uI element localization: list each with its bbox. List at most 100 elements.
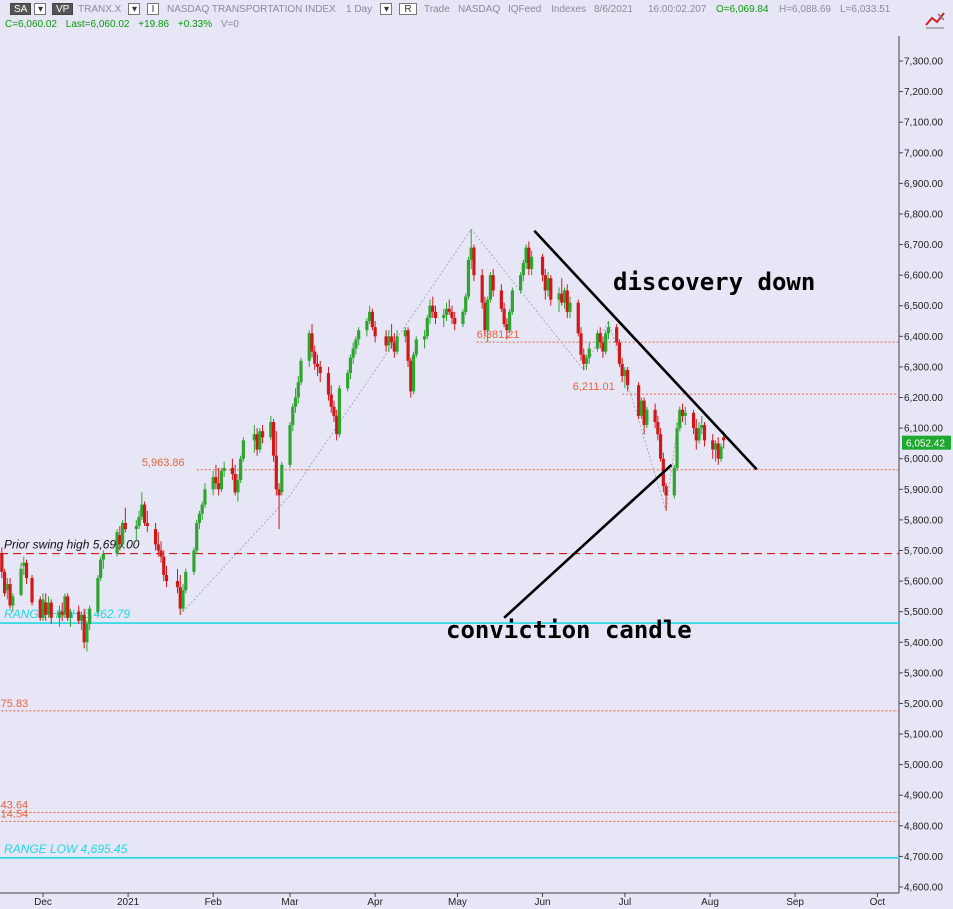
interval-label[interactable]: 1 Day [346,4,373,15]
candle-body [719,446,723,459]
candle-body [546,278,550,291]
index-name: NASDAQ TRANSPORTATION INDEX [167,4,336,15]
low-value: L=6,033.51 [840,4,891,15]
candle [293,388,298,413]
candle [403,327,407,343]
candle-body [414,339,418,355]
candle [315,354,320,377]
y-tick-label: 6,300.00 [904,362,943,373]
candle-body [357,330,361,340]
candle-body [491,275,495,291]
candle [346,369,350,392]
candle-body [30,578,34,603]
symbol-dropdown-icon[interactable]: ▾ [128,3,140,15]
y-tick-label: 6,900.00 [904,179,943,190]
level-label: 4,843.64 [0,799,28,811]
candle-body [181,590,185,609]
candle [480,269,484,309]
level-label: 6,381.21 [477,329,520,341]
candle-body [411,354,416,392]
candle [700,415,704,435]
candle-body [258,431,262,450]
candle [101,550,105,569]
candle [466,256,471,300]
candle-body [664,486,668,496]
candle-body [529,256,534,270]
x-tick-label: Aug [701,897,719,908]
interval-dropdown-icon[interactable]: ▾ [380,3,392,15]
candle [233,464,237,496]
candle-body [178,587,182,609]
candle-body [346,373,350,389]
candle-body [332,406,336,416]
candle-body [63,596,67,615]
candle [219,467,224,493]
x-tick-label: Apr [367,897,383,908]
candle [604,330,608,355]
info-icon[interactable]: I [147,3,159,15]
candle-body [118,535,122,545]
y-tick-label: 5,700.00 [904,546,943,557]
candle [79,611,84,631]
candle [658,428,663,462]
candle [337,385,342,438]
candle [639,397,643,419]
candle [351,342,355,364]
candle-body [85,623,89,643]
candle [422,330,427,349]
candle-body [11,596,15,606]
candle-body [527,247,531,270]
candle-body [540,256,545,276]
candle [296,376,300,404]
candle-body [656,421,660,435]
candle [488,272,493,303]
candle-body [354,339,358,349]
candle [529,250,534,276]
candle-body [307,333,311,361]
discovery-down-label: discovery down [613,268,815,296]
candle-body [469,247,473,260]
candle-body [239,458,243,481]
candle-body [88,608,92,624]
candle-body [510,290,514,312]
candle-body [450,311,454,318]
candle [82,608,86,649]
candle [140,492,144,520]
candle [368,305,372,325]
candle [96,574,100,615]
candle [313,345,317,370]
candle [499,284,503,312]
candle-body [230,467,234,474]
candle [77,605,81,624]
sa-button[interactable]: SA [10,3,32,15]
candle-body [280,464,284,493]
swing-high-label: Prior swing high 5,690.00 [4,538,140,552]
change-value: +19.86 [138,19,170,30]
chart-tools-icon[interactable] [924,8,946,30]
candle [579,327,583,361]
candle-body [604,333,608,352]
candle-body [557,293,561,300]
price-type-button[interactable]: R [399,3,417,15]
candle-body [620,363,624,377]
candles [0,229,726,652]
vp-button[interactable]: VP [52,3,74,15]
candle [519,272,523,294]
candle-body [406,330,410,361]
candle-body [211,477,215,490]
candle-body [22,562,26,566]
candle-body [351,348,355,358]
candle-body [505,324,509,331]
sa-dropdown-icon[interactable]: ▾ [34,3,46,15]
candle [510,287,514,315]
candle-body [217,483,221,490]
candle [587,342,591,364]
candle [521,259,525,282]
symbol-label[interactable]: TRANX.X [78,4,122,15]
candle [252,425,256,453]
candle-body [77,611,81,621]
candle [134,519,138,542]
candle [387,330,391,352]
candle-body [483,302,487,331]
